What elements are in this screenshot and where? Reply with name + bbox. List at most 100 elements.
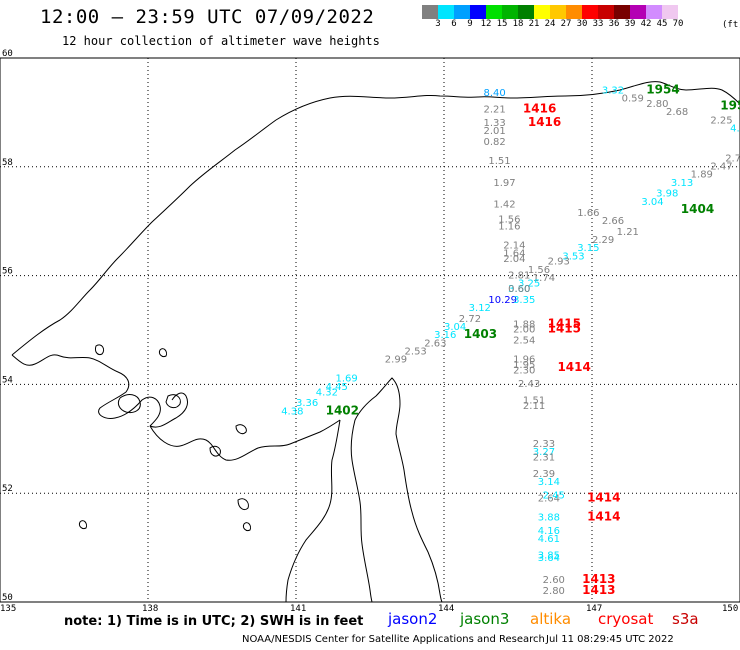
legend-swatch bbox=[598, 5, 614, 19]
wave-height-label: 0.59 bbox=[622, 94, 644, 105]
legend-swatch bbox=[614, 5, 630, 19]
lat-tick-label: 54 bbox=[2, 375, 13, 385]
wave-height-label: 1.33 bbox=[483, 118, 505, 129]
satellite-cryosat: cryosat bbox=[598, 610, 654, 628]
legend-tick-label: 18 bbox=[512, 19, 524, 29]
wave-height-label: 2.39 bbox=[533, 469, 555, 480]
wave-height-label: 3.13 bbox=[671, 178, 693, 189]
wave-height-label: 1.89 bbox=[691, 170, 713, 181]
legend-tick-label: 39 bbox=[624, 19, 636, 29]
wave-height-label: 2.45 bbox=[543, 491, 565, 502]
wave-height-label: 0.60 bbox=[508, 284, 530, 295]
legend-tick-label: 3 bbox=[435, 19, 441, 29]
pass-time-label: 1414 bbox=[587, 509, 620, 523]
wave-height-label: 3.85 bbox=[538, 550, 560, 561]
wave-height-label: 4. bbox=[730, 123, 740, 134]
wave-height-label: 2.25 bbox=[710, 115, 732, 126]
pass-time-label: 195 bbox=[720, 99, 740, 113]
legend-swatch bbox=[438, 5, 454, 19]
wave-height-label: 2.81 bbox=[508, 270, 530, 281]
wave-height-label: 1.88 bbox=[513, 319, 535, 330]
wave-height-label: 3.35 bbox=[513, 295, 535, 306]
lat-tick-label: 50 bbox=[2, 593, 13, 603]
legend-swatch bbox=[518, 5, 534, 19]
footer-note: note: 1) Time is in UTC; 2) SWH is in fe… bbox=[64, 614, 364, 629]
pass-time-label: 1403 bbox=[464, 327, 497, 341]
wave-height-label: 1.66 bbox=[577, 208, 599, 219]
island-small-3 bbox=[235, 424, 247, 435]
wave-height-label: 2.47 bbox=[710, 162, 732, 173]
wave-height-label: 3.12 bbox=[469, 303, 491, 314]
coastline-west-islands bbox=[11, 354, 189, 428]
island-small-5 bbox=[243, 522, 251, 531]
coastline-mainland bbox=[11, 81, 740, 356]
wave-height-label: 2.33 bbox=[533, 439, 555, 450]
legend-tick-label: 36 bbox=[608, 19, 620, 29]
island-small-2 bbox=[209, 445, 221, 457]
wave-height-label: 2.21 bbox=[483, 104, 505, 115]
wave-height-label: 2.53 bbox=[405, 346, 427, 357]
wave-height-label: 3.32 bbox=[602, 85, 624, 96]
legend-swatch bbox=[630, 5, 646, 19]
coastline-sakhalin bbox=[350, 377, 443, 603]
legend-swatch bbox=[502, 5, 518, 19]
pass-time-label: 1413 bbox=[582, 583, 615, 597]
wave-height-label: 3.27 bbox=[533, 447, 555, 458]
lat-tick-label: 52 bbox=[2, 484, 13, 494]
wave-height-label: 8.40 bbox=[483, 88, 505, 99]
wave-height-label: 2.76 bbox=[725, 153, 740, 164]
pass-time-label: 1415 bbox=[548, 316, 581, 330]
legend-tick-label: 27 bbox=[560, 19, 572, 29]
wave-height-label: 3.60 bbox=[508, 284, 530, 295]
wave-height-label: 2.99 bbox=[385, 355, 407, 366]
wave-height-label: 2.14 bbox=[503, 240, 525, 251]
wave-height-label: 3.16 bbox=[434, 330, 456, 341]
wave-height-label: 2.72 bbox=[459, 314, 481, 325]
legend-tick-label: 70 bbox=[672, 19, 684, 29]
legend-unit: (ft) bbox=[722, 20, 740, 30]
legend-tick-label: 33 bbox=[592, 19, 604, 29]
wave-height-label: 1.64 bbox=[503, 249, 525, 260]
wave-height-label: 1.97 bbox=[493, 178, 515, 189]
wave-height-label: 1.16 bbox=[498, 221, 520, 232]
wave-height-label: 1.69 bbox=[335, 374, 357, 385]
footer-credit: NOAA/NESDIS Center for Satellite Applica… bbox=[242, 634, 545, 645]
wave-height-label: 2.11 bbox=[523, 401, 545, 412]
wave-height-label: 2.64 bbox=[538, 493, 560, 504]
pass-time-label: 1404 bbox=[681, 202, 714, 216]
wave-height-label: 2.30 bbox=[513, 366, 535, 377]
satellite-jason2: jason2 bbox=[388, 610, 438, 628]
wave-height-label: 4.16 bbox=[538, 526, 560, 537]
wave-height-label: 1.51 bbox=[523, 395, 545, 406]
wave-height-label: 10.29 bbox=[488, 295, 517, 306]
island-shantar bbox=[117, 394, 141, 413]
legend-swatch bbox=[486, 5, 502, 19]
wave-height-label: 3.04 bbox=[444, 322, 466, 333]
legend-tick-label: 24 bbox=[544, 19, 556, 29]
wave-height-label: 2.80 bbox=[543, 586, 565, 597]
wave-height-label: 4.32 bbox=[316, 387, 338, 398]
wave-height-label: 1.74 bbox=[533, 273, 555, 284]
wave-height-label: 3.53 bbox=[562, 251, 584, 262]
legend-swatch bbox=[534, 5, 550, 19]
legend-tick-label: 12 bbox=[480, 19, 492, 29]
wave-height-label: 1.42 bbox=[493, 200, 515, 211]
map-frame bbox=[0, 57, 740, 603]
wave-height-label: 3.15 bbox=[577, 243, 599, 254]
legend-tick-label: 15 bbox=[496, 19, 508, 29]
lon-tick-label: 135 bbox=[0, 604, 16, 614]
coastline-south bbox=[285, 419, 341, 603]
lon-tick-label: 150 bbox=[722, 604, 738, 614]
legend-swatch bbox=[470, 5, 486, 19]
island-small-8 bbox=[95, 344, 105, 355]
wave-height-label: 3.64 bbox=[538, 553, 560, 564]
lat-tick-label: 56 bbox=[2, 267, 13, 277]
island-small-6 bbox=[79, 520, 87, 529]
wave-height-label: 4.38 bbox=[281, 406, 303, 417]
legend-tick-label: 42 bbox=[640, 19, 652, 29]
lat-tick-label: 60 bbox=[2, 49, 13, 59]
wave-height-label: 1.96 bbox=[513, 355, 535, 366]
wave-height-label: 3.36 bbox=[296, 398, 318, 409]
